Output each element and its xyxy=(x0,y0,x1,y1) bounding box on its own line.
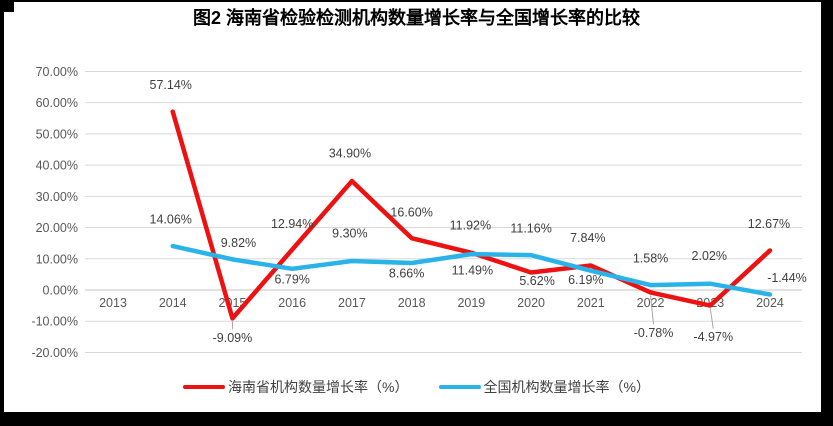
x-axis-year-label: 2016 xyxy=(278,296,306,310)
frame-corner-block xyxy=(0,0,14,12)
legend-label-hainan: 海南省机构数量增长率（%） xyxy=(228,379,409,395)
y-axis-tick-label: 40.00% xyxy=(36,159,78,173)
data-point-label: 11.16% xyxy=(510,222,551,236)
y-axis-tick-label: 70.00% xyxy=(36,65,78,79)
legend-item-national: 全国机构数量增长率（%） xyxy=(438,377,650,397)
legend: 海南省机构数量增长率（%） 全国机构数量增长率（%） xyxy=(0,377,833,397)
series-line-national xyxy=(170,243,773,297)
data-point-label: -1.44% xyxy=(767,271,807,285)
data-point-label: 57.14% xyxy=(150,78,192,92)
x-axis-year-label: 2017 xyxy=(338,296,366,310)
x-axis-year-label: 2020 xyxy=(517,296,545,310)
series-line-hainan xyxy=(170,109,773,321)
x-axis-year-label: 2021 xyxy=(577,296,605,310)
data-point-label: 2.02% xyxy=(692,249,727,263)
chart-title: 图2 海南省检验检测机构数量增长率与全国增长率的比较 xyxy=(192,8,640,28)
y-axis-tick-label: 50.00% xyxy=(36,127,78,141)
y-axis-tick-label: 30.00% xyxy=(36,190,78,204)
data-point-label: 11.92% xyxy=(450,218,491,232)
x-axis-year-label: 2018 xyxy=(398,296,426,310)
data-point-label: 9.82% xyxy=(221,236,256,250)
x-axis-year-label: 2019 xyxy=(457,296,485,310)
legend-swatch-hainan-line xyxy=(183,385,226,389)
x-axis-year-label: 2014 xyxy=(159,296,187,310)
data-point-label: 11.49% xyxy=(452,264,493,278)
data-point-label: -4.97% xyxy=(693,330,733,344)
x-axis-year-label: 2013 xyxy=(99,296,127,310)
data-point-label: -9.09% xyxy=(213,331,253,345)
data-label-leader-line xyxy=(650,295,655,325)
data-point-label: 34.90% xyxy=(329,147,371,161)
data-point-label: 8.66% xyxy=(389,266,424,280)
frame-border-bottom xyxy=(0,412,833,426)
data-point-label: 12.67% xyxy=(748,217,790,231)
y-axis-tick-label: 10.00% xyxy=(36,252,78,266)
data-point-label: 12.94% xyxy=(271,217,313,231)
data-point-label: 5.62% xyxy=(519,274,554,288)
legend-label-national: 全国机构数量增长率（%） xyxy=(483,379,650,395)
y-axis-tick-label: -20.00% xyxy=(31,346,78,360)
frame-border-top xyxy=(0,0,833,2)
frame-border-right xyxy=(821,0,833,426)
data-point-label: 16.60% xyxy=(390,206,432,220)
data-point-label: 7.84% xyxy=(570,231,605,245)
y-axis-tick-label: 60.00% xyxy=(36,96,78,110)
x-axis-year-label: 2024 xyxy=(756,296,784,310)
data-label-leader-line xyxy=(709,308,714,329)
data-point-label: 6.79% xyxy=(274,272,309,286)
data-point-label: 9.30% xyxy=(332,226,367,240)
data-point-label: 1.58% xyxy=(633,252,668,266)
legend-swatch-national-line xyxy=(438,385,481,389)
data-point-label: 14.06% xyxy=(150,213,192,227)
y-axis-tick-label: 20.00% xyxy=(36,221,78,235)
y-axis-tick-label: 0.00% xyxy=(43,284,78,298)
x-axis-year-label: 2022 xyxy=(637,296,665,310)
frame-border-left xyxy=(0,0,4,426)
data-point-label: 6.19% xyxy=(568,273,603,287)
legend-item-hainan: 海南省机构数量增长率（%） xyxy=(183,377,409,397)
data-point-label: -0.78% xyxy=(634,326,674,340)
y-axis-tick-label: -10.00% xyxy=(31,315,78,329)
